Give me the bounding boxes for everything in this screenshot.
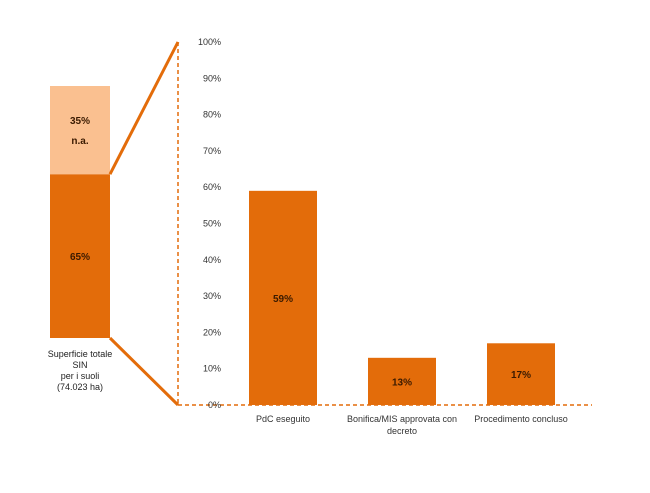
connector-lines	[108, 41, 180, 407]
stacked-bar-caption-line: (74.023 ha)	[57, 382, 103, 392]
y-tick-label: 20%	[203, 327, 221, 337]
stacked-segment	[50, 174, 110, 338]
bar	[368, 357, 436, 405]
y-tick-label: 80%	[203, 110, 221, 120]
connector-bottom	[108, 336, 180, 407]
connector-top	[108, 41, 180, 175]
category-label: PdC eseguito	[256, 414, 310, 424]
y-tick-label: 60%	[203, 182, 221, 192]
category-label: Bonifica/MIS approvata con	[347, 414, 457, 424]
y-tick-label: 50%	[203, 219, 221, 229]
y-tick-label: 0%	[208, 400, 221, 410]
y-tick-label: 40%	[203, 255, 221, 265]
category-label: Procedimento concluso	[474, 414, 568, 424]
bar-data-label: 13%	[392, 377, 412, 388]
y-tick-label: 10%	[203, 364, 221, 374]
x-axis-categories: PdC eseguito Bonifica/MIS approvata con de…	[256, 414, 568, 436]
stacked-segment-sublabel: n.a.	[71, 136, 88, 147]
stacked-bar-caption-line: per i suoli	[61, 371, 100, 381]
stacked-segment-label: 65%	[70, 252, 90, 263]
y-tick-label: 70%	[203, 146, 221, 156]
stacked-bar-caption-line: SIN	[72, 360, 87, 370]
category-label: decreto	[387, 426, 417, 436]
bar-data-label: 59%	[273, 294, 293, 305]
y-tick-label: 90%	[203, 73, 221, 83]
bar	[487, 343, 555, 405]
stacked-bar-caption-line: Superficie totale	[48, 349, 113, 359]
y-tick-label: 30%	[203, 291, 221, 301]
bar	[249, 190, 317, 405]
stacked-segment-label: 35%	[70, 116, 90, 127]
stacked-segment	[50, 86, 110, 175]
bars-group: 59% 13% 17%	[249, 190, 555, 405]
bar-data-label: 17%	[511, 370, 531, 381]
y-tick-label: 100%	[198, 37, 221, 47]
